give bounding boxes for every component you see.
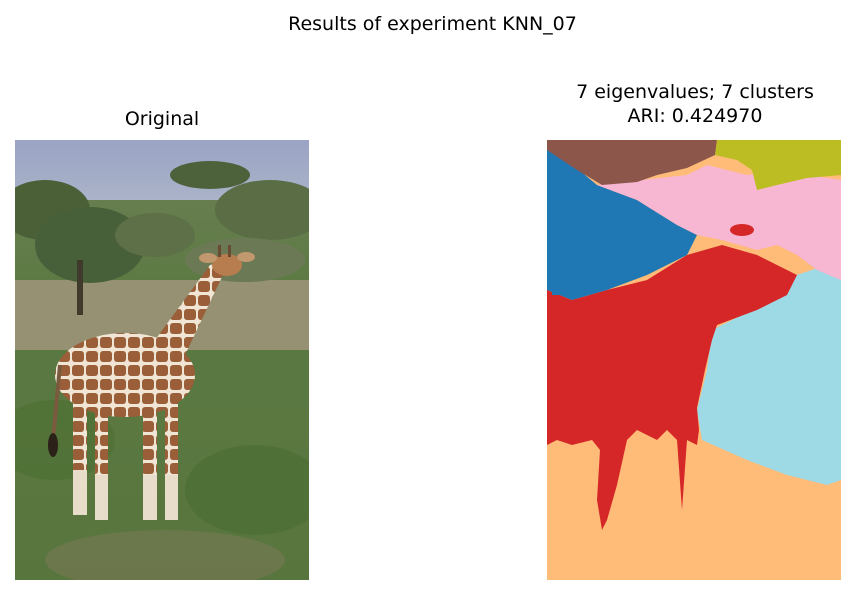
segmentation-title: 7 eigenvalues; 7 clusters ARI: 0.424970 (520, 80, 865, 128)
cluster-region-olive (715, 140, 841, 190)
segmentation-title-line2: ARI: 0.424970 (627, 105, 763, 127)
segmentation-image (547, 140, 841, 580)
segmentation-title-line1: 7 eigenvalues; 7 clusters (576, 81, 814, 103)
original-image-title: Original (124, 108, 200, 130)
cluster-region-red (547, 245, 797, 530)
cluster-region-brown (547, 140, 717, 185)
cluster-region-pink (597, 165, 841, 280)
cluster-region-cyan (697, 260, 841, 485)
original-image (15, 140, 309, 580)
figure-suptitle: Results of experiment KNN_07 (288, 13, 577, 35)
cluster-region-blue (547, 150, 697, 300)
